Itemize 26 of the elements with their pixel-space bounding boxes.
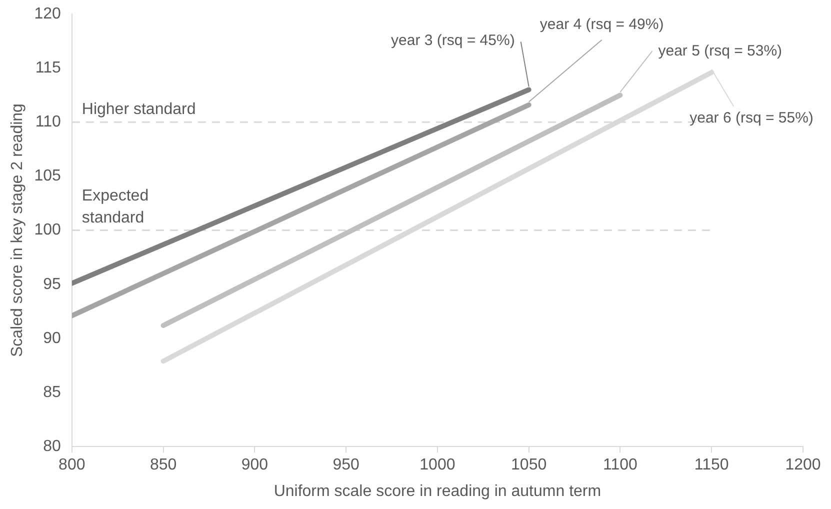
- x-tick-label: 1050: [511, 456, 547, 474]
- y-tick-label: 80: [43, 438, 61, 456]
- text: year 3 (rsq = 45%): [391, 32, 515, 49]
- text: year 4 (rsq = 49%): [540, 16, 664, 33]
- y-tick-label: 90: [43, 330, 61, 347]
- y-tick-label: 85: [43, 384, 61, 401]
- y-tick-label: 95: [43, 276, 61, 293]
- y-tick-label: 100: [34, 222, 61, 239]
- x-tick-label: 850: [150, 456, 177, 474]
- text: year 5 (rsq = 53%): [658, 42, 782, 60]
- x-axis-title: Uniform scale score in reading in autumn term: [274, 482, 602, 500]
- x-tick-label: 1200: [785, 456, 821, 474]
- y-tick-label: 105: [34, 168, 61, 185]
- y-tick-label: 110: [35, 114, 61, 131]
- y-tick-label: 120: [34, 5, 61, 22]
- ref-line-label: Expected standard: [82, 187, 149, 226]
- y-tick-label: 115: [35, 59, 61, 76]
- y-axis-title: Scaled score in key stage 2 reading: [9, 104, 26, 358]
- series-label: year 6 (rsq = 55%): [690, 110, 814, 127]
- x-tick-label: 1150: [694, 456, 729, 474]
- x-tick-label: 950: [332, 456, 360, 474]
- x-tick-label: 900: [241, 456, 268, 474]
- x-tick-label: 1100: [603, 456, 638, 474]
- ref-line-label: Higher standard: [82, 101, 196, 118]
- x-tick-label: 800: [58, 456, 86, 474]
- x-tick-label: 1000: [420, 456, 456, 474]
